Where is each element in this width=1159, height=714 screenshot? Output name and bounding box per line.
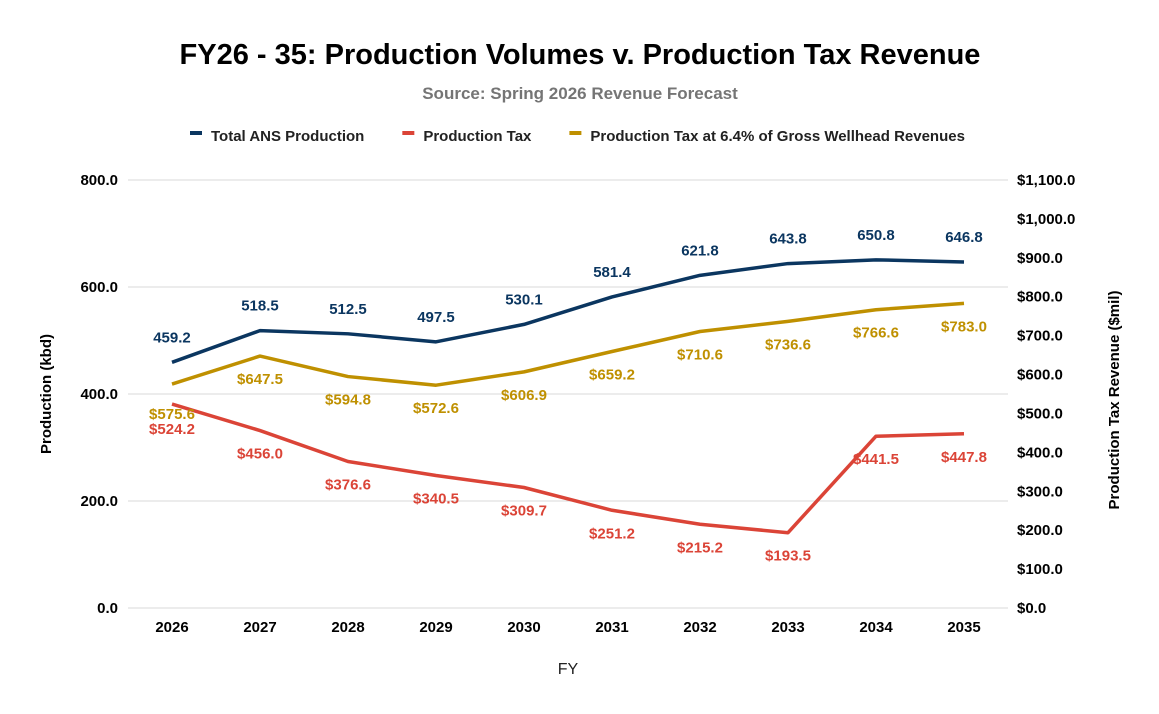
data-label: 581.4 <box>593 264 631 281</box>
right-tick-label: $900.0 <box>1017 250 1063 267</box>
chart-title: FY26 - 35: Production Volumes v. Product… <box>180 39 981 71</box>
left-tick-label: 600.0 <box>80 279 118 296</box>
data-label: $376.6 <box>325 476 371 493</box>
left-tick-label: 200.0 <box>80 493 118 510</box>
x-tick-label: 2028 <box>331 619 364 636</box>
right-tick-label: $0.0 <box>1017 600 1046 617</box>
data-label: 643.8 <box>769 231 807 248</box>
series-line-production-tax <box>171 402 965 535</box>
gridlines <box>128 179 1008 609</box>
data-label: $766.6 <box>853 325 899 342</box>
x-tick-label: 2032 <box>683 619 716 636</box>
data-label: $193.5 <box>765 548 811 565</box>
right-tick-label: $1,000.0 <box>1017 211 1075 228</box>
series-line-production-tax-at-6-4-of-gross-wellhead-revenues <box>171 301 965 387</box>
series-lines <box>171 258 965 535</box>
data-label: 646.8 <box>945 229 983 246</box>
data-label: 650.8 <box>857 227 895 244</box>
right-tick-label: $800.0 <box>1017 289 1063 306</box>
data-label: 530.1 <box>505 291 543 308</box>
data-label: $659.2 <box>589 367 635 384</box>
right-axis-ticks: $0.0 $100.0 $200.0 $300.0 $400.0 $500.0 $600.0… <box>1017 172 1075 617</box>
right-tick-label: $500.0 <box>1017 405 1063 422</box>
data-label: 518.5 <box>241 298 279 315</box>
x-axis-ticks: 2026 2027 2028 2029 2030 2031 2032 2033 2034 2035 <box>155 619 980 636</box>
legend-label: Production Tax <box>423 128 532 145</box>
right-tick-label: $600.0 <box>1017 367 1063 384</box>
left-tick-label: 0.0 <box>97 600 118 617</box>
right-tick-label: $200.0 <box>1017 522 1063 539</box>
data-label: $524.2 <box>149 421 195 438</box>
right-axis-title: Production Tax Revenue ($mil) <box>1106 291 1123 510</box>
x-tick-label: 2026 <box>155 619 188 636</box>
data-label: $606.9 <box>501 387 547 404</box>
left-axis-title: Production (kbd) <box>38 334 55 454</box>
right-tick-label: $700.0 <box>1017 328 1063 345</box>
data-label: $309.7 <box>501 502 547 519</box>
left-tick-label: 800.0 <box>80 172 118 189</box>
data-label: $441.5 <box>853 451 899 468</box>
x-axis-title: FY <box>558 661 579 678</box>
legend-swatch <box>190 131 202 135</box>
series-line-total-ans-production <box>171 258 965 364</box>
right-tick-label: $300.0 <box>1017 483 1063 500</box>
data-label: $736.6 <box>765 336 811 353</box>
x-tick-label: 2034 <box>859 619 893 636</box>
data-label: 497.5 <box>417 309 455 326</box>
data-label: $710.6 <box>677 347 723 364</box>
data-label: $572.6 <box>413 400 459 417</box>
right-tick-label: $400.0 <box>1017 444 1063 461</box>
legend: Total ANS Production Production Tax Produc… <box>190 128 965 145</box>
data-label: $340.5 <box>413 491 459 508</box>
legend-swatch <box>569 131 582 135</box>
data-label: $575.6 <box>149 406 195 423</box>
chart-subtitle: Source: Spring 2026 Revenue Forecast <box>422 84 738 103</box>
right-tick-label: $100.0 <box>1017 561 1063 578</box>
x-tick-label: 2029 <box>419 619 452 636</box>
x-tick-label: 2030 <box>507 619 540 636</box>
legend-label: Production Tax at 6.4% of Gross Wellhead… <box>590 128 965 145</box>
data-label: $215.2 <box>677 539 723 556</box>
x-tick-label: 2035 <box>947 619 980 636</box>
data-label: 512.5 <box>329 301 367 318</box>
left-tick-label: 400.0 <box>80 386 118 403</box>
data-label: $594.8 <box>325 392 371 409</box>
legend-label: Total ANS Production <box>211 128 364 145</box>
x-tick-label: 2033 <box>771 619 804 636</box>
x-tick-label: 2027 <box>243 619 276 636</box>
data-label: $447.8 <box>941 449 987 466</box>
data-label: $647.5 <box>237 371 283 388</box>
data-label: $456.0 <box>237 446 283 463</box>
x-tick-label: 2031 <box>595 619 628 636</box>
left-axis-ticks: 0.0 200.0 400.0 600.0 800.0 <box>80 172 118 617</box>
data-label: 621.8 <box>681 242 719 259</box>
right-tick-label: $1,100.0 <box>1017 172 1075 189</box>
data-labels: 459.2 518.5 512.5 497.5 530.1 581.4 621.8 643.8… <box>149 227 987 565</box>
data-label: 459.2 <box>153 329 191 346</box>
legend-swatch <box>402 131 415 135</box>
data-label: $251.2 <box>589 525 635 542</box>
data-label: $783.0 <box>941 318 987 335</box>
